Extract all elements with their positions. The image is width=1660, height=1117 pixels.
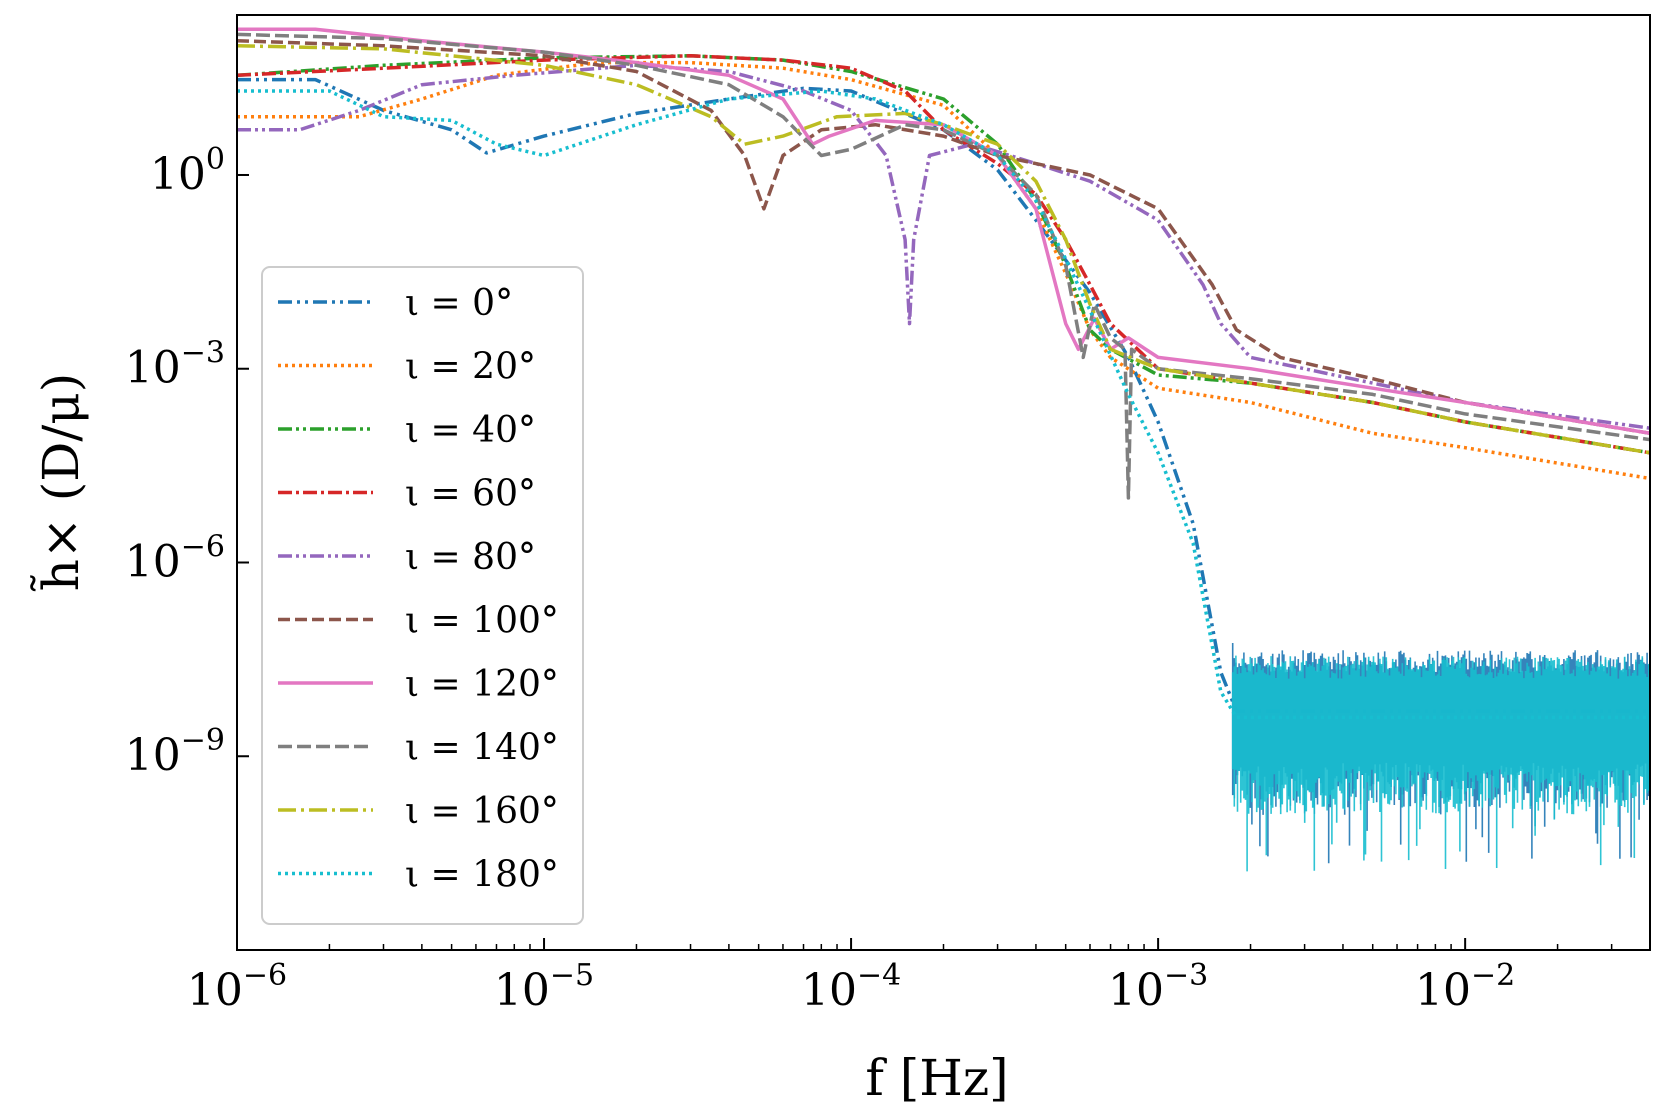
- series-layer: [237, 27, 1650, 872]
- x-tick-label-4: 10−2: [1415, 958, 1515, 1016]
- legend-label-2: ι = 40°: [405, 410, 536, 451]
- series-line-5: [237, 38, 1650, 436]
- legend: ι = 0° ι = 20° ι = 40° ι = 60° ι = 80° ι = 10…: [261, 266, 584, 925]
- x-tick-label-2: 10−4: [801, 958, 901, 1016]
- x-tick-label-0: 10−6: [187, 958, 287, 1016]
- x-tick-label-1: 10−5: [494, 958, 594, 1016]
- y-tick-label-3: 10−9: [125, 723, 225, 781]
- legend-label-1: ι = 20°: [405, 347, 536, 388]
- y-tick-label-2: 10−6: [125, 529, 225, 587]
- y-tick-label-1: 10−3: [125, 336, 225, 394]
- series-line-8: [237, 44, 1650, 455]
- legend-label-3: ι = 60°: [405, 474, 536, 515]
- legend-label-8: ι = 160°: [405, 791, 559, 832]
- series-line-0: [237, 77, 1650, 713]
- legend-label-0: ι = 0°: [405, 283, 513, 324]
- legend-label-9: ι = 180°: [405, 855, 559, 896]
- legend-label-5: ι = 100°: [405, 601, 559, 642]
- y-axis-label: h̃× (D/μ): [29, 373, 90, 592]
- legend-label-7: ι = 140°: [405, 728, 559, 769]
- legend-label-6: ι = 120°: [405, 664, 559, 705]
- x-tick-label-3: 10−3: [1108, 958, 1208, 1016]
- y-tick-label-0: 100: [150, 142, 225, 200]
- legend-label-4: ι = 80°: [405, 537, 536, 578]
- series-line-4: [237, 63, 1650, 430]
- legend-box: [261, 266, 584, 925]
- x-axis-label: f [Hz]: [865, 1049, 1008, 1107]
- series-noise-band-9: [1231, 655, 1650, 872]
